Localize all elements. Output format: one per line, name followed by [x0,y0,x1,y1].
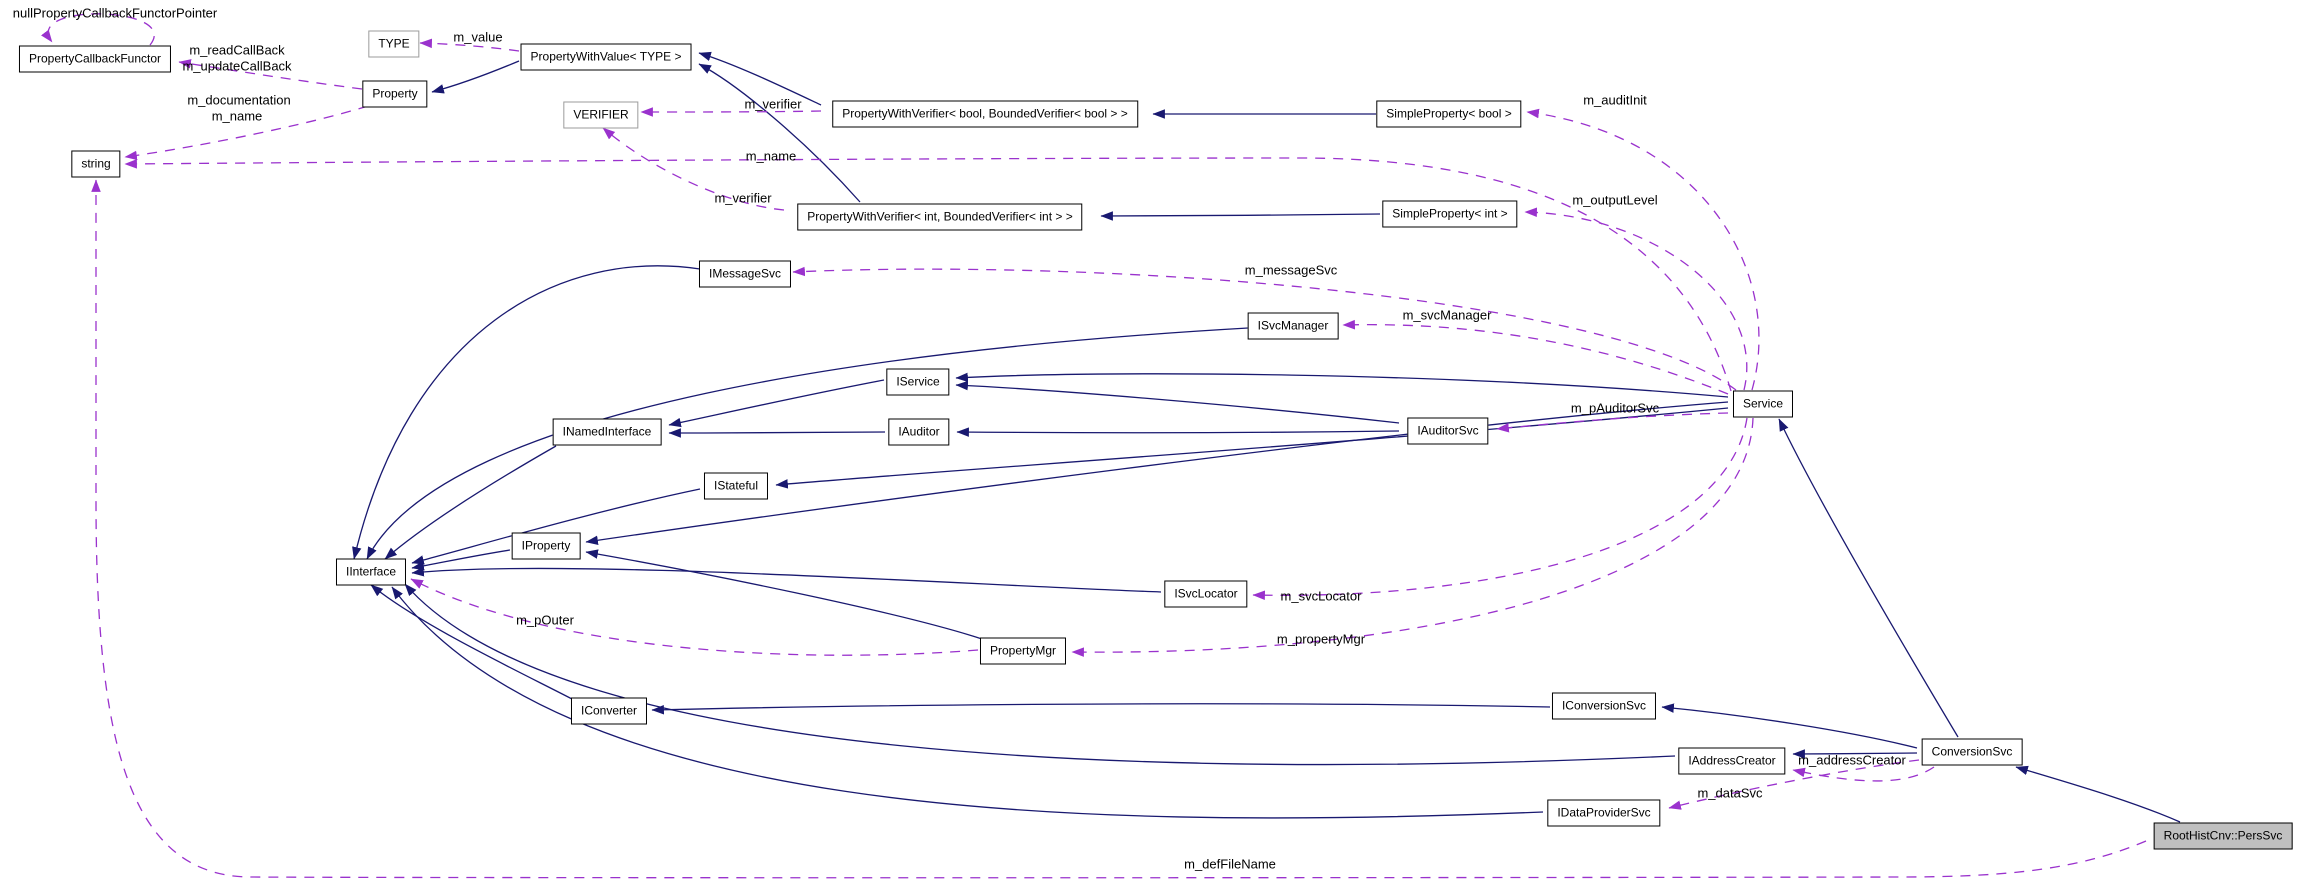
edge-label-m-pouter: m_pOuter [516,612,574,628]
edge-pwverifier-bool-verifier [640,107,822,117]
class-node-propertywithvalue[interactable]: PropertyWithValue< TYPE > [520,43,692,71]
class-node-property[interactable]: Property [362,80,428,108]
class-node-istateful[interactable]: IStateful [703,472,769,500]
class-node-iproperty[interactable]: IProperty [511,532,581,560]
class-node-string: string [71,150,121,178]
template-param-node-type: TYPE [368,30,420,58]
edge-propertymgr-iinterface [410,578,979,656]
edge-iservice-inamedinterface [668,379,885,428]
edge-conversionsvc-iconversionsvc [1661,703,1918,749]
edge-perssvc-conversionsvc [2015,765,2181,823]
edge-iconverter-iinterface [370,584,575,701]
edge-label-nullpropertycallbackfunctorpointer: nullPropertyCallbackFunctorPointer [12,5,218,21]
edge-pcf-self-loop [41,13,155,46]
edge-label-m-name-service: m_name [745,148,797,164]
edge-label-m-verifier-int: m_verifier [714,190,772,206]
class-node-propertywithverifier-bool[interactable]: PropertyWithVerifier< bool, BoundedVerif… [832,100,1138,128]
edge-conversionsvc-idataprovidersvc [1668,759,1920,810]
edge-isvclocator-iinterface [411,567,1162,593]
class-node-simpleproperty-int[interactable]: SimpleProperty< int > [1382,200,1518,228]
edge-label-m-pauditorsvc: m_pAuditorSvc [1570,400,1660,416]
edge-property-pcf [178,59,363,90]
edge-service-imessagesvc [792,266,1737,391]
edge-service-iproperty [585,401,1729,546]
edge-idataprovidersvc-iinterface [391,586,1544,819]
class-node-isvclocator[interactable]: ISvcLocator [1164,580,1248,608]
edge-propertymgr-iproperty [585,549,983,640]
edge-label-m-svclocator: m_svcLocator [1280,588,1362,604]
edge-propertywithvalue-type [419,38,520,52]
class-node-iauditorsvc[interactable]: IAuditorSvc [1407,417,1489,445]
edge-simpleproperty-int-pwverifier-int [1100,211,1381,221]
edge-inamedinterface-iinterface [384,445,557,560]
class-node-isvcmanager[interactable]: ISvcManager [1247,312,1339,340]
edge-label-m-propertymgr: m_propertyMgr [1276,631,1366,647]
edge-service-simpleproperty-int [1524,207,1748,391]
class-node-iconverter[interactable]: IConverter [570,697,648,725]
edge-imessagesvc-iinterface [352,265,701,560]
edge-service-string [124,157,1732,392]
class-node-roothistcnv-perssvc: RootHistCnv::PersSvc [2153,822,2293,850]
edge-service-iservice [955,372,1729,398]
edge-service-isvcmanager [1342,319,1729,395]
edge-label-m-messagesvc: m_messageSvc [1244,262,1338,278]
edge-label-m-outputlevel: m_outputLevel [1572,192,1658,208]
edge-iconversionsvc-iconverter [651,703,1551,715]
edge-service-iauditorsvc [1496,412,1729,433]
edge-iaddresscreator-iinterface [404,583,1676,766]
class-node-idataprovidersvc[interactable]: IDataProviderSvc [1547,799,1661,827]
class-node-iservice[interactable]: IService [886,368,950,396]
class-node-iconversionsvc[interactable]: IConversionSvc [1551,692,1657,720]
edge-label-m-addresscreator: m_addressCreator [1798,752,1906,768]
template-param-node-verifier: VERIFIER [563,101,639,129]
edge-isvcmanager-iinterface [366,327,1249,560]
class-node-propertycallbackfunctor[interactable]: PropertyCallbackFunctor [18,45,172,73]
edge-label-m-datasvc: m_dataSvc [1697,785,1763,801]
class-node-imessagesvc[interactable]: IMessageSvc [698,260,792,288]
edge-label-m-deffilename: m_defFileName [1184,856,1276,872]
edge-iauditorsvc-iservice [955,380,1400,424]
edge-service-propertymgr [1071,417,1754,657]
edge-pwverifier-int-verifier [602,127,785,211]
edge-service-simpleproperty-bool [1526,108,1760,391]
edge-label-m-readcallback: m_readCallBack [189,42,285,58]
class-node-iauditor[interactable]: IAuditor [888,418,950,446]
edge-iauditorsvc-iauditor [956,427,1400,437]
class-node-iaddresscreator[interactable]: IAddressCreator [1678,747,1786,775]
edge-iauditor-inamedinterface [668,428,886,438]
edge-label-m-value: m_value [453,29,503,45]
edge-label-m-svcmanager: m_svcManager [1402,307,1492,323]
edge-istateful-iinterface [411,488,701,565]
edge-label-m-documentation: m_documentation [187,92,291,108]
edge-conversionsvc-service [1778,418,1959,738]
edge-label-m-updatecallback: m_updateCallBack [182,58,292,74]
class-node-propertymgr[interactable]: PropertyMgr [979,637,1067,665]
class-node-conversionsvc[interactable]: ConversionSvc [1921,738,2023,766]
edge-label-m-verifier-bool: m_verifier [744,96,802,112]
edge-property-string [124,105,369,161]
edge-pwverifier-int-propertywithvalue [698,63,861,203]
edge-propertywithvalue-property [431,60,520,94]
edge-label-m-name-property: m_name [211,108,263,124]
class-node-iinterface[interactable]: IInterface [335,558,407,586]
class-node-inamedinterface[interactable]: INamedInterface [552,418,662,446]
edge-iproperty-iinterface [411,549,511,571]
edge-conversionsvc-iaddresscreator [1792,749,1918,759]
class-node-propertywithverifier-int[interactable]: PropertyWithVerifier< int, BoundedVerifi… [797,203,1083,231]
class-node-simpleproperty-bool[interactable]: SimpleProperty< bool > [1376,100,1522,128]
class-node-service[interactable]: Service [1732,390,1794,418]
edge-pwverifier-bool-propertywithvalue [698,51,822,106]
edge-label-m-auditinit: m_auditInit [1583,92,1647,108]
edge-conversionsvc-iaddresscreator-usage [1792,766,1935,782]
edge-service-isvclocator [1252,417,1748,601]
edge-perssvc-string [91,179,2147,879]
